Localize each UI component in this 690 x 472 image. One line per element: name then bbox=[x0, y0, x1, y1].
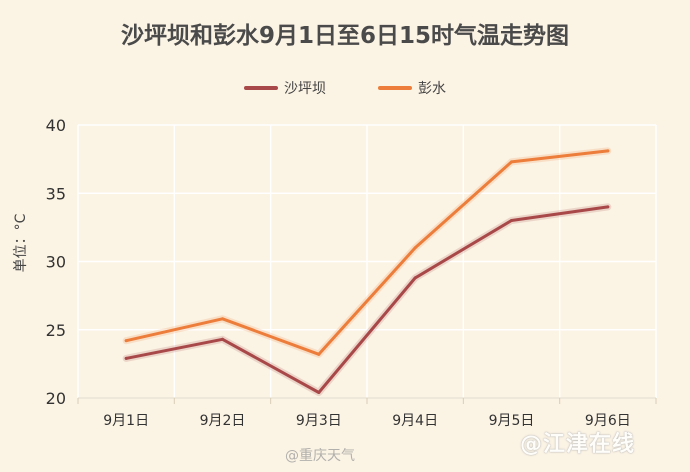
data-point bbox=[221, 317, 224, 321]
data-point bbox=[510, 160, 513, 164]
y-tick-label: 40 bbox=[46, 116, 66, 135]
data-point bbox=[124, 356, 128, 360]
axes: 9月1日 9月2日 9月3日 9月4日 9月5日 9月6日 bbox=[77, 397, 657, 429]
x-tick-label: 9月3日 bbox=[296, 413, 342, 429]
series-line-1 bbox=[124, 205, 610, 394]
watermark-brand-right: @江津在线 bbox=[520, 432, 636, 457]
series-line-2 bbox=[124, 149, 610, 356]
chart-title: 沙坪坝和彭水9月1日至6日15时气温走势图 bbox=[121, 22, 569, 49]
legend: 沙坪坝 彭水 bbox=[244, 81, 446, 97]
data-point bbox=[413, 246, 417, 250]
data-point bbox=[221, 337, 224, 341]
x-tick-label: 9月2日 bbox=[200, 413, 246, 429]
legend-label: 彭水 bbox=[418, 81, 446, 97]
y-axis-label: 单位：°C bbox=[13, 213, 29, 272]
watermark-weibo-left: @重庆天气 bbox=[285, 448, 355, 464]
data-point bbox=[317, 391, 321, 395]
data-point bbox=[124, 339, 128, 343]
data-point bbox=[510, 219, 513, 223]
x-tick-label: 9月1日 bbox=[103, 413, 149, 429]
x-tick-label: 9月5日 bbox=[489, 413, 535, 429]
data-point bbox=[606, 149, 610, 153]
gridlines: 20 25 30 35 40 bbox=[46, 116, 657, 408]
legend-label: 沙坪坝 bbox=[284, 81, 326, 97]
data-point bbox=[413, 276, 417, 280]
x-tick-label: 9月4日 bbox=[392, 413, 438, 429]
x-tick-label: 9月6日 bbox=[585, 413, 631, 429]
y-tick-label: 30 bbox=[46, 253, 66, 272]
y-tick-label: 35 bbox=[46, 184, 66, 203]
data-point bbox=[606, 205, 610, 209]
series-layer bbox=[122, 147, 612, 396]
y-tick-label: 20 bbox=[46, 389, 66, 408]
y-tick-label: 25 bbox=[46, 321, 66, 340]
data-point bbox=[317, 352, 321, 356]
